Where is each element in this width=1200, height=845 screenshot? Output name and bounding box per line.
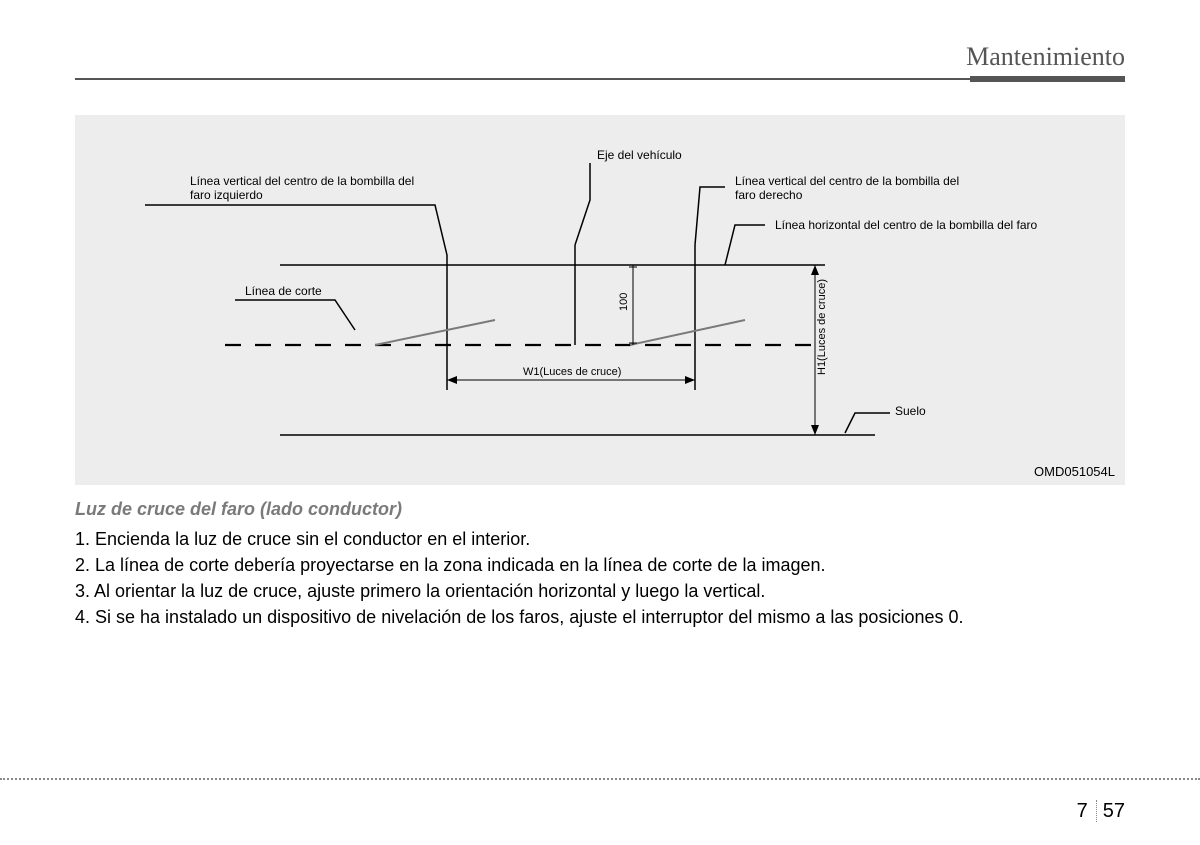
page-no: 57 (1103, 800, 1125, 822)
label-horizontal: Línea horizontal del centro de la bombil… (775, 218, 1037, 232)
section-subtitle: Luz de cruce del faro (lado conductor) (75, 499, 1125, 520)
headlight-aiming-diagram: Línea vertical del centro de la bombilla… (75, 115, 1125, 485)
leader-left-vertical (145, 205, 447, 255)
label-vehicle-axis: Eje del vehículo (597, 148, 682, 162)
cut-diag-left (375, 320, 495, 345)
leader-horizontal (725, 225, 765, 265)
instruction-list: 1. Encienda la luz de cruce sin el condu… (75, 526, 1125, 630)
leader-vehicle-axis (575, 163, 590, 245)
label-dim100: 100 (618, 293, 630, 311)
leader-ground (845, 413, 890, 433)
diagram-svg: Línea vertical del centro de la bombilla… (75, 115, 1125, 485)
label-left-vertical1: Línea vertical del centro de la bombilla… (190, 174, 414, 188)
header-title: Mantenimiento (966, 42, 1125, 72)
label-left-vertical2: faro izquierdo (190, 188, 263, 202)
label-h1: H1(Luces de cruce) (816, 279, 828, 375)
instruction-item: 4. Si se ha instalado un dispositivo de … (75, 604, 1125, 630)
label-ground: Suelo (895, 404, 926, 418)
label-right-vertical2: faro derecho (735, 188, 803, 202)
leader-cut-line (235, 300, 355, 330)
instruction-item: 1. Encienda la luz de cruce sin el condu… (75, 526, 1125, 552)
diagram-code: OMD051054L (1034, 464, 1115, 479)
instruction-item: 2. La línea de corte debería proyectarse… (75, 552, 1125, 578)
label-right-vertical1: Línea vertical del centro de la bombilla… (735, 174, 959, 188)
instruction-item: 3. Al orientar la luz de cruce, ajuste p… (75, 578, 1125, 604)
leader-right-vertical (695, 187, 725, 245)
header: Mantenimiento (75, 40, 1125, 80)
footer-divider (0, 778, 1200, 780)
header-accent (970, 76, 1125, 82)
chapter-number: 7 (1077, 800, 1097, 822)
label-cut-line: Línea de corte (245, 284, 322, 298)
page-number: 7 57 (1077, 800, 1125, 823)
cut-diag-right (630, 320, 745, 345)
label-w1: W1(Luces de cruce) (523, 366, 621, 378)
